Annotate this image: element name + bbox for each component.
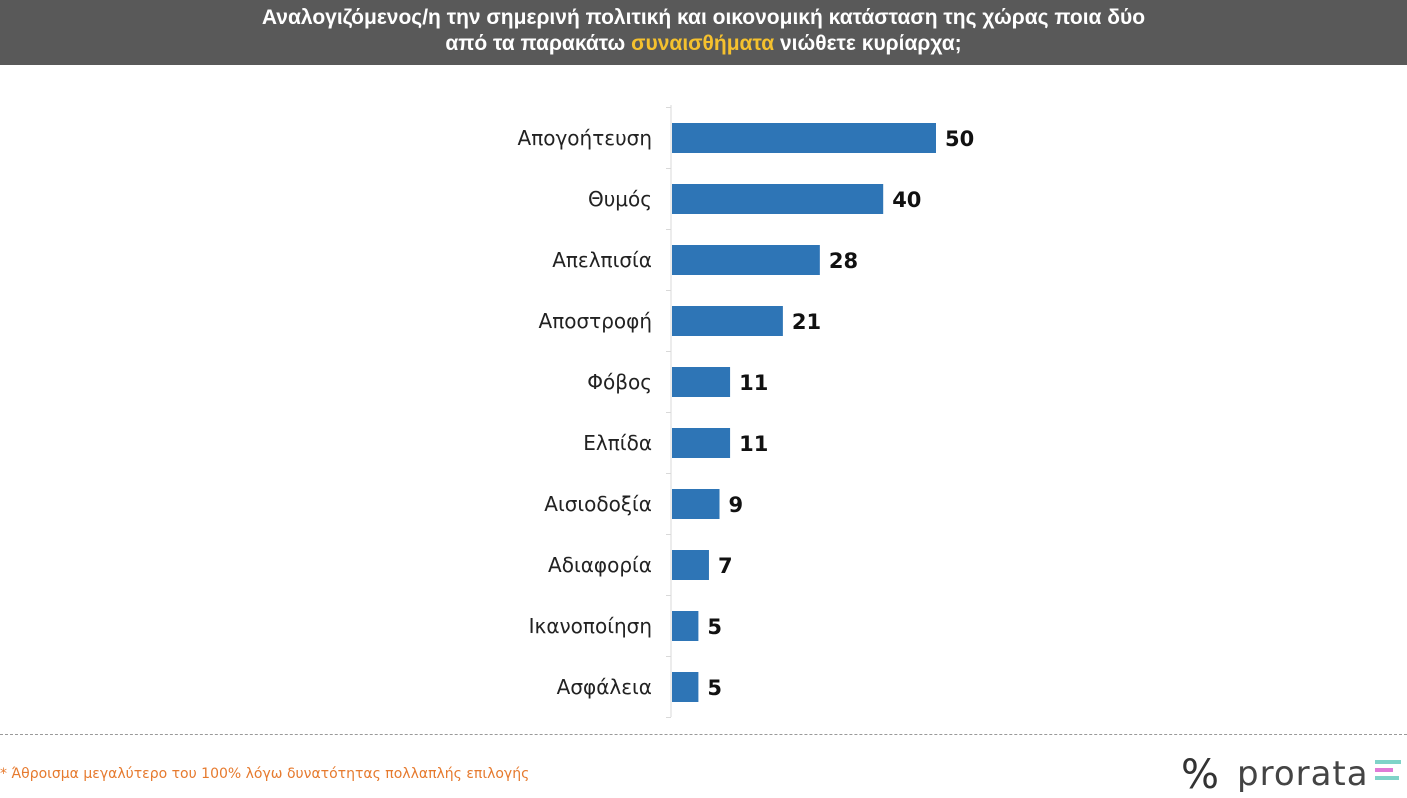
data-label: 7 [718,554,733,578]
percent-logo-icon: % [1181,752,1220,798]
category-label: Ασφάλεια [557,675,652,699]
category-label: Φόβος [587,370,652,394]
brand-name: prorata [1237,754,1369,794]
category-label: Απογοήτευση [518,126,652,150]
category-label: Ελπίδα [583,431,652,455]
bar [672,184,884,214]
footer-divider [0,734,1407,735]
bar [672,428,731,458]
bar [672,672,699,702]
category-label: Απελπισία [552,248,652,272]
title-highlight: συναισθήματα [631,32,775,55]
category-label: Αδιαφορία [548,553,652,577]
data-label: 11 [739,371,768,395]
chart-title: Αναλογιζόμενος/η την σημερινή πολιτική κ… [0,0,1407,65]
data-label: 5 [707,615,722,639]
title-line-2-post: νιώθετε κυρίαρχα; [774,32,962,55]
title-line-1: Αναλογιζόμενος/η την σημερινή πολιτική κ… [261,6,1146,29]
data-label: 40 [892,188,921,212]
prorata-logo: % prorata [1181,752,1401,798]
bar [672,611,699,641]
data-label: 5 [707,676,722,700]
category-label: Αισιοδοξία [544,492,652,516]
data-label: 28 [829,249,858,273]
bar [672,367,731,397]
category-label: Ικανοποίηση [529,614,652,638]
bar [672,489,720,519]
title-line-2: από τα παρακάτω συναισθήματα νιώθετε κυρ… [0,31,1407,57]
data-label: 21 [792,310,821,334]
bar [672,306,783,336]
brand-mark-icon [1375,760,1401,788]
bar-chart: Απογοήτευση 50 Θυμός 40 Απελπισία 28 Αποστροφή… [518,105,974,718]
data-label: 50 [945,127,974,151]
bar [672,550,709,580]
title-line-2-pre: από τα παρακάτω [445,32,632,55]
bar [672,123,936,153]
bar [672,245,820,275]
data-label: 9 [729,493,744,517]
footnote: * Άθροισμα μεγαλύτερο του 100% λόγω δυνα… [0,766,530,782]
category-label: Θυμός [588,187,652,211]
category-label: Αποστροφή [539,309,652,333]
data-label: 11 [739,432,768,456]
